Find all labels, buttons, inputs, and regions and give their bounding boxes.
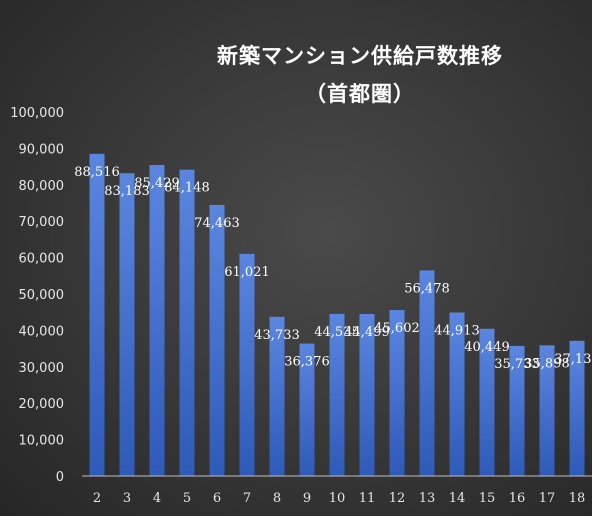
- y-tick-label: 60,000: [19, 252, 65, 267]
- data-label: 45,602: [374, 321, 420, 336]
- data-label: 35,898: [524, 356, 570, 371]
- data-label: 36,376: [284, 355, 330, 370]
- x-tick-label: 9: [303, 491, 311, 506]
- data-label: 56,478: [404, 281, 450, 296]
- y-axis-ticks: 0 10,000 20,000 30,000 40,000 50,000 60,000 70,…: [10, 106, 64, 485]
- y-tick-label: 90,000: [19, 142, 65, 157]
- data-label: 85,429: [134, 176, 180, 191]
- data-label: 43,733: [254, 328, 300, 343]
- bar-series: [89, 153, 585, 477]
- x-tick-label: 11: [359, 491, 376, 506]
- bar: [179, 169, 195, 476]
- data-label: 83,183: [104, 184, 150, 199]
- x-axis-ticks: 2 3 4 5 6 7 8 9 10 11 12 13 14 15 16 17 18: [93, 491, 585, 506]
- bar: [269, 316, 285, 476]
- x-tick-label: 6: [213, 491, 221, 506]
- x-tick-label: 3: [123, 491, 131, 506]
- y-tick-label: 30,000: [19, 361, 65, 376]
- bar: [479, 328, 495, 476]
- bar: [239, 253, 255, 476]
- x-tick-label: 8: [273, 491, 281, 506]
- y-tick-label: 0: [56, 470, 64, 485]
- chart-subtitle: （首都圏）: [305, 81, 415, 106]
- y-tick-label: 80,000: [19, 179, 65, 194]
- bar: [149, 165, 165, 476]
- x-tick-label: 5: [183, 491, 191, 506]
- x-tick-label: 12: [389, 491, 406, 506]
- data-label: 44,535: [314, 325, 360, 340]
- data-label: 35,733: [494, 357, 540, 372]
- y-tick-label: 40,000: [19, 324, 65, 339]
- data-label: 40,449: [464, 340, 510, 355]
- bar: [119, 173, 135, 477]
- bar: [569, 340, 585, 476]
- x-tick-label: 10: [329, 491, 346, 506]
- data-label: 88,516: [74, 165, 120, 180]
- bar: [419, 270, 435, 476]
- bar: [359, 314, 375, 476]
- x-tick-label: 17: [539, 491, 556, 506]
- y-tick-label: 70,000: [19, 215, 65, 230]
- bar: [89, 153, 105, 476]
- bar: [299, 343, 315, 476]
- y-tick-label: 20,000: [19, 397, 65, 412]
- data-label: 61,021: [224, 265, 270, 280]
- bar: [329, 313, 345, 476]
- y-tick-label: 50,000: [19, 288, 65, 303]
- x-tick-label: 16: [509, 491, 526, 506]
- x-tick-label: 4: [153, 491, 161, 506]
- bar: [389, 310, 405, 476]
- x-tick-label: 18: [569, 491, 586, 506]
- bar: [209, 204, 225, 476]
- x-tick-label: 13: [419, 491, 436, 506]
- data-label: 44,499: [344, 325, 390, 340]
- data-label: 74,463: [194, 216, 240, 231]
- bar: [539, 345, 555, 476]
- y-tick-label: 10,000: [19, 434, 65, 449]
- y-tick-label: 100,000: [10, 106, 64, 121]
- chart-title: 新築マンション供給戸数推移: [217, 43, 503, 68]
- x-tick-label: 2: [93, 491, 101, 506]
- x-tick-label: 15: [479, 491, 496, 506]
- x-tick-label: 7: [243, 491, 251, 506]
- bar: [509, 345, 525, 476]
- x-tick-label: 14: [449, 491, 466, 506]
- data-label: 37,132: [554, 352, 592, 367]
- data-label: 84,148: [164, 181, 210, 196]
- data-label: 44,913: [434, 324, 480, 339]
- bar: [449, 312, 465, 476]
